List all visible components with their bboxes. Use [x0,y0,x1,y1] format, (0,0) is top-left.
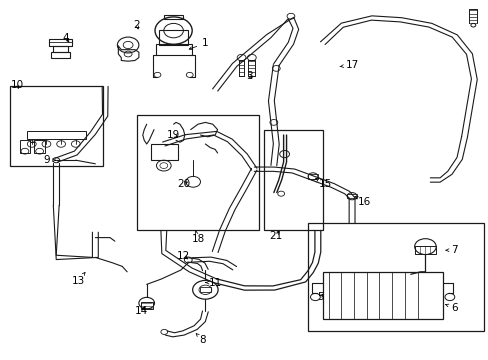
Text: 13: 13 [71,273,85,286]
Bar [307,223,483,331]
Bar [346,194,356,198]
Bar [150,144,177,160]
Text: 1: 1 [189,38,208,49]
Text: 21: 21 [269,231,283,241]
Bar [34,140,45,153]
Bar [159,30,188,45]
Text: 16: 16 [354,197,370,207]
Text: 6: 6 [445,303,457,313]
Text: 15: 15 [315,179,331,189]
Bar [10,86,102,166]
Text: 12: 12 [176,251,190,261]
Text: 19: 19 [166,130,180,140]
Text: 5: 5 [316,292,323,302]
Bar [141,302,152,309]
Text: 11: 11 [205,278,222,288]
Text: 17: 17 [339,60,358,70]
Text: 9: 9 [43,155,56,165]
Bar [155,44,191,55]
Text: 10: 10 [11,80,23,90]
Text: 3: 3 [245,71,252,81]
Bar [27,131,85,139]
Bar [20,140,30,153]
Text: 4: 4 [62,33,69,43]
Bar [137,115,259,230]
Bar [199,287,211,292]
Text: 20: 20 [177,179,189,189]
Bar [51,52,70,58]
Bar [264,130,322,230]
Text: 2: 2 [133,20,140,30]
Bar [163,15,183,19]
Bar [307,174,317,179]
Bar [49,39,72,46]
Bar [322,272,442,319]
Bar [414,246,435,254]
Text: 7: 7 [445,245,457,255]
Text: 14: 14 [135,306,148,316]
Text: 18: 18 [191,231,204,244]
Bar [53,46,68,52]
Text: 8: 8 [196,334,206,345]
